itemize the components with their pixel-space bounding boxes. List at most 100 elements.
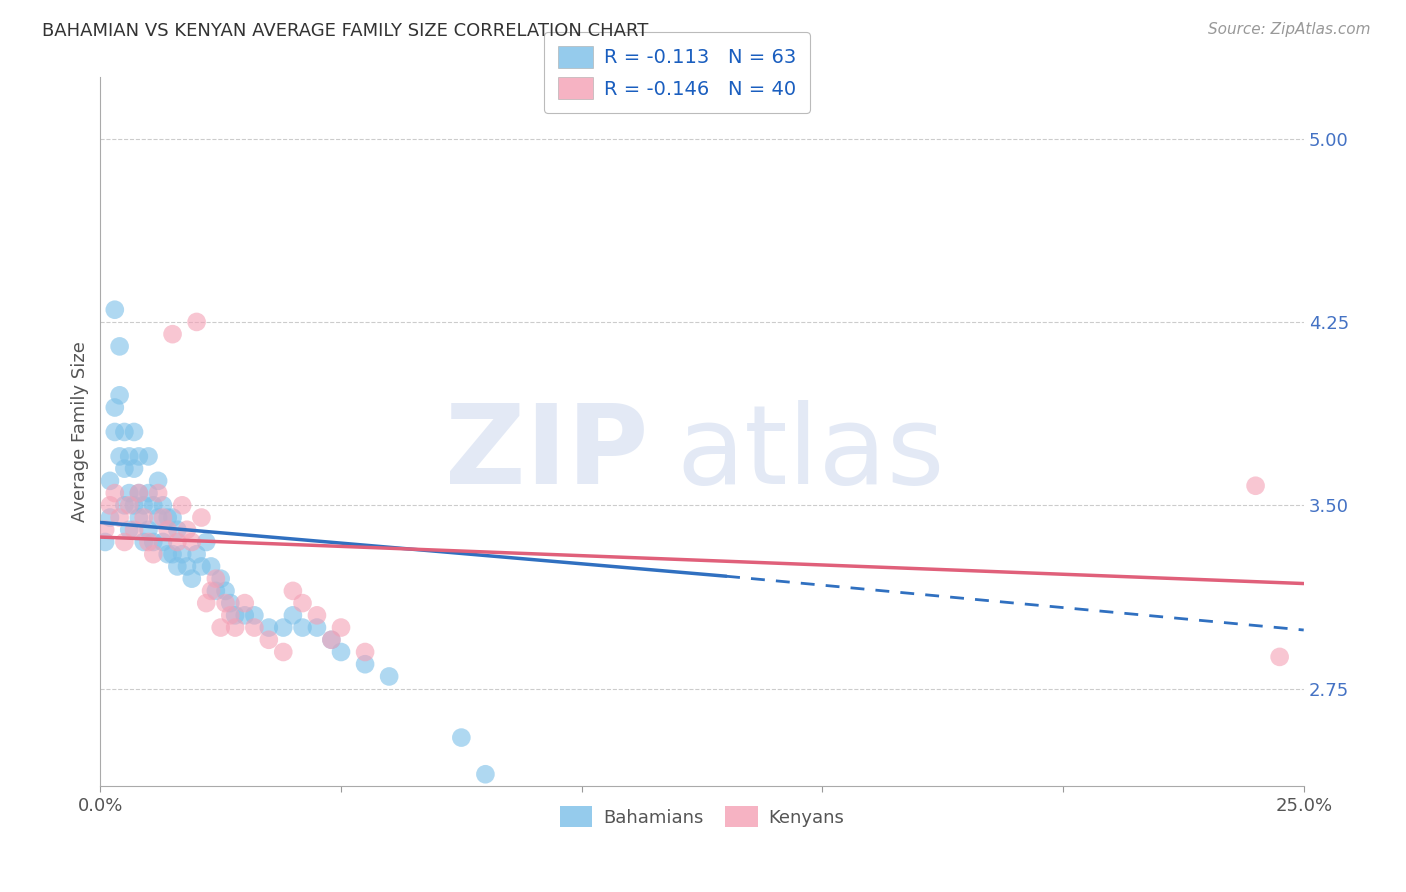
Point <box>354 657 377 672</box>
Point <box>305 608 328 623</box>
Point <box>142 547 165 561</box>
Point <box>200 583 222 598</box>
Point <box>243 621 266 635</box>
Point <box>281 583 304 598</box>
Point <box>104 425 127 439</box>
Point <box>122 425 145 439</box>
Point <box>138 486 160 500</box>
Text: ZIP: ZIP <box>444 400 648 507</box>
Point <box>132 510 155 524</box>
Point <box>162 547 184 561</box>
Point <box>118 486 141 500</box>
Point <box>112 425 135 439</box>
Text: atlas: atlas <box>676 400 945 507</box>
Point <box>243 608 266 623</box>
Point <box>142 535 165 549</box>
Point <box>128 450 150 464</box>
Point <box>94 535 117 549</box>
Point <box>205 572 228 586</box>
Point <box>195 535 218 549</box>
Point <box>474 767 496 781</box>
Point <box>108 510 131 524</box>
Point <box>104 401 127 415</box>
Point <box>94 523 117 537</box>
Point <box>281 608 304 623</box>
Point <box>108 339 131 353</box>
Point <box>291 621 314 635</box>
Point <box>305 621 328 635</box>
Point <box>321 632 343 647</box>
Point <box>98 510 121 524</box>
Point <box>271 645 294 659</box>
Point <box>108 450 131 464</box>
Point <box>122 498 145 512</box>
Point <box>118 498 141 512</box>
Point <box>146 486 169 500</box>
Point <box>180 535 202 549</box>
Point <box>166 559 188 574</box>
Point <box>224 621 246 635</box>
Point <box>186 315 208 329</box>
Point <box>200 559 222 574</box>
Point <box>138 523 160 537</box>
Point <box>132 498 155 512</box>
Point <box>1268 649 1291 664</box>
Point <box>195 596 218 610</box>
Point <box>156 547 179 561</box>
Point <box>146 474 169 488</box>
Point <box>176 523 198 537</box>
Point <box>257 632 280 647</box>
Point <box>330 621 353 635</box>
Point <box>190 510 212 524</box>
Point <box>219 596 242 610</box>
Point <box>128 510 150 524</box>
Point <box>330 645 353 659</box>
Point <box>378 669 401 683</box>
Point <box>450 731 472 745</box>
Point <box>118 450 141 464</box>
Point <box>138 535 160 549</box>
Legend: Bahamians, Kenyans: Bahamians, Kenyans <box>553 799 852 834</box>
Point <box>146 510 169 524</box>
Text: Source: ZipAtlas.com: Source: ZipAtlas.com <box>1208 22 1371 37</box>
Point <box>104 486 127 500</box>
Point <box>321 632 343 647</box>
Point <box>271 621 294 635</box>
Point <box>291 596 314 610</box>
Point <box>128 486 150 500</box>
Point <box>122 523 145 537</box>
Point <box>214 583 236 598</box>
Point <box>128 486 150 500</box>
Point <box>172 498 194 512</box>
Point <box>205 583 228 598</box>
Point <box>132 535 155 549</box>
Point <box>166 523 188 537</box>
Point <box>166 535 188 549</box>
Point <box>214 596 236 610</box>
Point <box>162 327 184 342</box>
Point <box>138 450 160 464</box>
Point <box>104 302 127 317</box>
Point <box>156 523 179 537</box>
Text: BAHAMIAN VS KENYAN AVERAGE FAMILY SIZE CORRELATION CHART: BAHAMIAN VS KENYAN AVERAGE FAMILY SIZE C… <box>42 22 648 40</box>
Point <box>190 559 212 574</box>
Point <box>180 572 202 586</box>
Point <box>172 547 194 561</box>
Point <box>98 498 121 512</box>
Point <box>156 510 179 524</box>
Point <box>233 596 256 610</box>
Y-axis label: Average Family Size: Average Family Size <box>72 342 89 523</box>
Point <box>152 498 174 512</box>
Point <box>118 523 141 537</box>
Point <box>112 535 135 549</box>
Point <box>152 535 174 549</box>
Point <box>152 510 174 524</box>
Point <box>1244 479 1267 493</box>
Point <box>354 645 377 659</box>
Point <box>122 461 145 475</box>
Point <box>142 498 165 512</box>
Point <box>162 510 184 524</box>
Point <box>257 621 280 635</box>
Point <box>224 608 246 623</box>
Point <box>233 608 256 623</box>
